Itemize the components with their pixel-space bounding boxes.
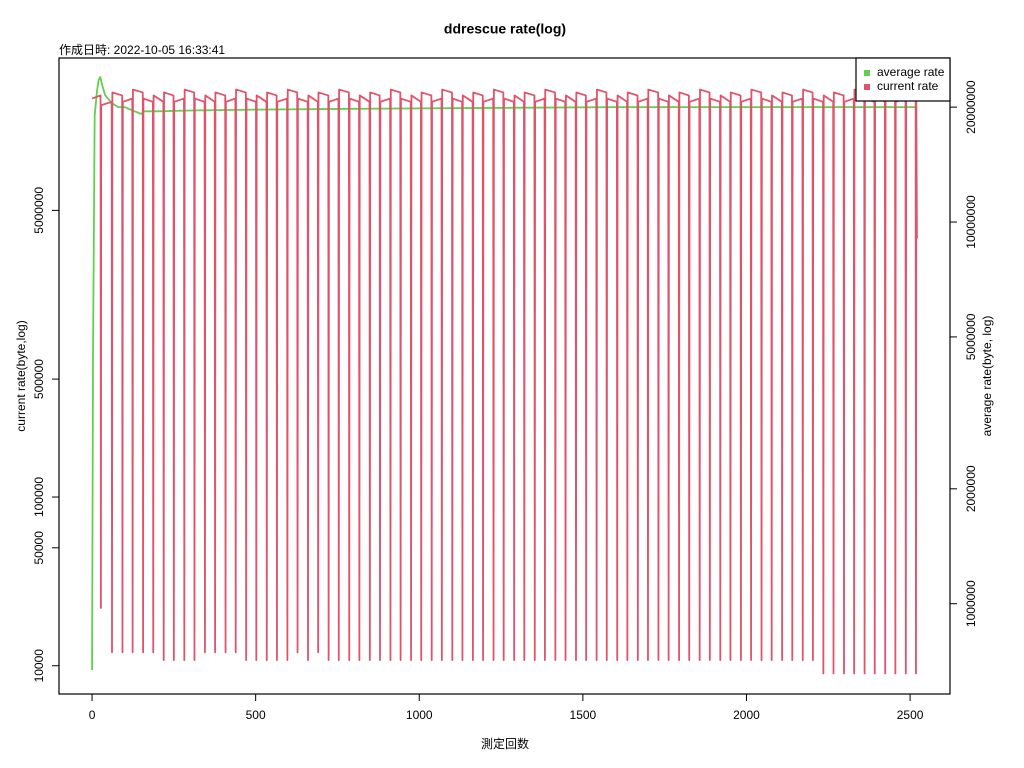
legend-swatch (864, 84, 870, 90)
y2-tick-label: 20000000 (964, 80, 978, 134)
chart-title: ddrescue rate(log) (444, 21, 566, 37)
x-tick-label: 500 (246, 708, 266, 722)
legend-swatch (864, 70, 870, 76)
data-line (91, 88, 918, 675)
legend-label: average rate (877, 65, 945, 79)
x-tick-label: 1500 (570, 708, 597, 722)
x-axis-label: 測定回数 (481, 736, 529, 751)
chart-subtitle: 作成日時: 2022-10-05 16:33:41 (59, 43, 225, 57)
plot-frame (58, 57, 951, 695)
y2-tick-label: 2000000 (964, 465, 978, 512)
x-tick-label: 2500 (897, 708, 924, 722)
y-tick-label: 100000 (32, 477, 46, 517)
legend-box (855, 57, 951, 102)
x-tick-label: 0 (89, 708, 96, 722)
plot-area (91, 76, 918, 675)
y-tick-label: 500000 (32, 359, 46, 399)
y2-tick-label: 5000000 (964, 313, 978, 360)
y-tick-label: 10000 (32, 649, 46, 683)
data-line (91, 76, 917, 671)
y-tick-label: 5000000 (32, 187, 46, 234)
y2-axis-label: average rate(byte, log) (980, 316, 994, 437)
y2-tick-label: 1000000 (964, 580, 978, 627)
legend-label: current rate (877, 79, 939, 93)
y-tick-label: 50000 (32, 531, 46, 565)
y-axis-label: current rate(byte,log) (14, 320, 28, 431)
y2-tick-label: 10000000 (964, 195, 978, 249)
x-tick-label: 2000 (733, 708, 760, 722)
x-tick-label: 1000 (406, 708, 433, 722)
